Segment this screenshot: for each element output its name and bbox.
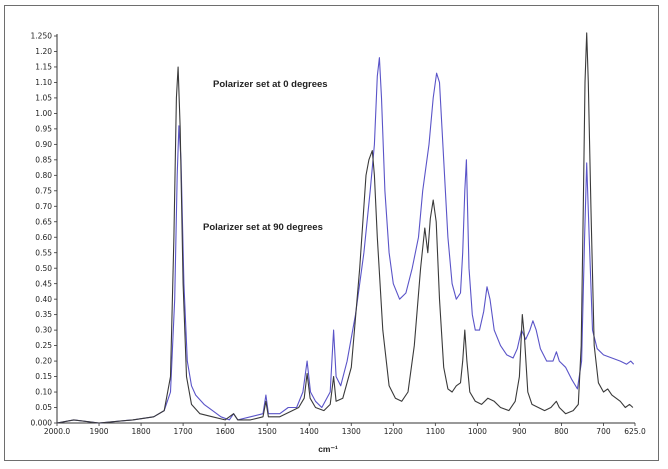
x-tick-label: 900 [512,427,527,436]
y-tick-label: 0.60 [35,233,52,242]
x-tick-label: 700 [596,427,611,436]
y-tick-label: 1.00 [35,109,52,118]
y-tick-label: 0.70 [35,202,52,211]
y-tick-label: 0.30 [35,326,52,335]
y-tick-label: 0.20 [35,357,52,366]
x-tick-label: 1900 [89,427,108,436]
y-tick-label: 0.90 [35,140,52,149]
y-tick-label: 0.35 [35,310,52,319]
x-axis-title: cm⁻¹ [318,444,338,454]
y-tick-label: 1.15 [35,63,52,72]
series-layer [56,32,635,424]
x-axis: 2000.0 1900 1800 1700 1600 1500 1400 1300 1200 11… [44,422,646,436]
series-line-0 [56,57,635,424]
y-tick-label: 0.15 [35,372,52,381]
y-tick-label: 0.95 [35,124,52,133]
y-tick-label: 0.40 [35,295,52,304]
y-tick-label: 0.80 [35,171,52,180]
y-tick-label: 0.65 [35,217,52,226]
x-tick-label: 2000.0 [44,427,70,436]
x-tick-label: 1400 [300,427,319,436]
x-tick-label: 800 [554,427,569,436]
y-tick-label: 1.05 [35,94,52,103]
annotation-polarizer-90: Polarizer set at 90 degrees [203,222,323,233]
x-tick-label: 1200 [384,427,403,436]
y-tick-label: 0.50 [35,264,52,273]
x-tick-label: 1800 [132,427,151,436]
y-tick-label: 0.75 [35,186,52,195]
series-line-1 [56,32,634,424]
x-tick-label: 1300 [342,427,361,436]
y-tick-label: 1.20 [35,47,52,56]
y-tick-label: 0.55 [35,248,52,257]
y-tick-label: 0.10 [35,388,52,397]
y-tick-label: 0.25 [35,341,52,350]
annotation-polarizer-0: Polarizer set at 0 degrees [213,79,328,90]
x-tick-label: 625.0 [624,427,646,436]
chart-frame: 0.000 0.05 0.10 0.15 0.20 0.25 0.30 0.35 0.40 0.4… [4,5,659,461]
y-tick-label: 1.250 [31,32,53,41]
x-tick-label: 1000 [468,427,487,436]
x-tick-label: 1500 [258,427,277,436]
y-axis: 0.000 0.05 0.10 0.15 0.20 0.25 0.30 0.35 0.40 0.4… [31,32,58,428]
y-tick-label: 0.05 [35,403,52,412]
y-tick-label: 0.000 [31,419,53,428]
y-tick-label: 0.45 [35,279,52,288]
x-tick-label: 1700 [174,427,193,436]
spectrum-chart: 0.000 0.05 0.10 0.15 0.20 0.25 0.30 0.35 0.40 0.4… [31,32,646,454]
x-tick-label: 1600 [216,427,235,436]
x-tick-label: 1100 [426,427,445,436]
y-tick-label: 0.85 [35,155,52,164]
y-tick-label: 1.10 [35,78,52,87]
